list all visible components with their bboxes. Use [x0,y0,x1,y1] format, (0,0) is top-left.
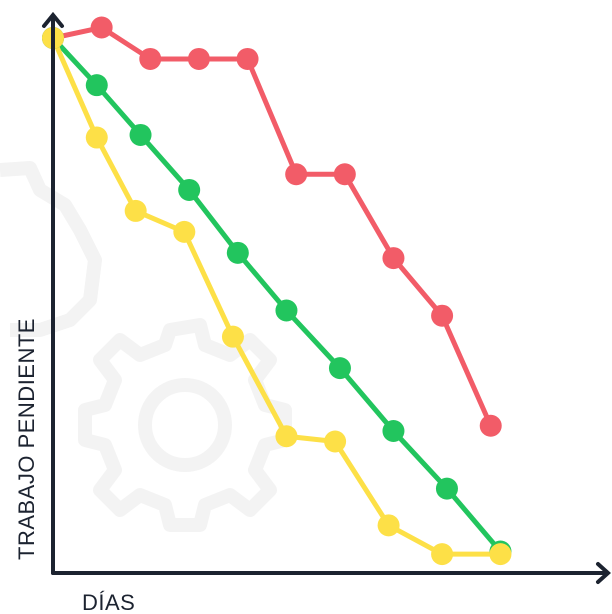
x-axis-label: DÍAS [82,590,135,614]
series-layer [42,16,512,566]
series-2-point [275,425,298,448]
series-2-point [173,220,196,243]
y-axis-arrow-icon [42,11,64,28]
series-2-point [377,514,400,537]
series-0-point [90,16,113,39]
series-0-point [285,163,308,186]
series-0-point [431,304,454,327]
series-0-line [50,25,494,429]
series-0-point [236,47,259,70]
series-1-point [178,178,201,201]
series-1-point [382,420,405,442]
series-0-point [333,163,356,186]
series-1-point [275,299,298,322]
series-0-point [187,47,210,70]
series-1-point [328,357,351,380]
background-gear-icons [0,161,292,532]
series-2-point [431,543,454,566]
series-2-point [85,126,108,149]
series-2-point [221,325,244,348]
series-0-point [382,247,405,270]
series-1-point [129,123,152,146]
series-2-line [50,35,503,557]
series-1-point [435,477,458,500]
series-1-point [226,241,249,264]
y-axis-label: TRABAJO PENDIENTE [14,318,39,560]
series-2-point [324,430,347,453]
series-0-point [139,47,162,70]
series-2-point [489,543,512,566]
series-0-point [479,414,502,437]
series-1-line [50,35,503,555]
series-1-point [85,74,108,97]
series-2-point [124,199,147,222]
x-axis-arrow-icon [596,562,611,584]
